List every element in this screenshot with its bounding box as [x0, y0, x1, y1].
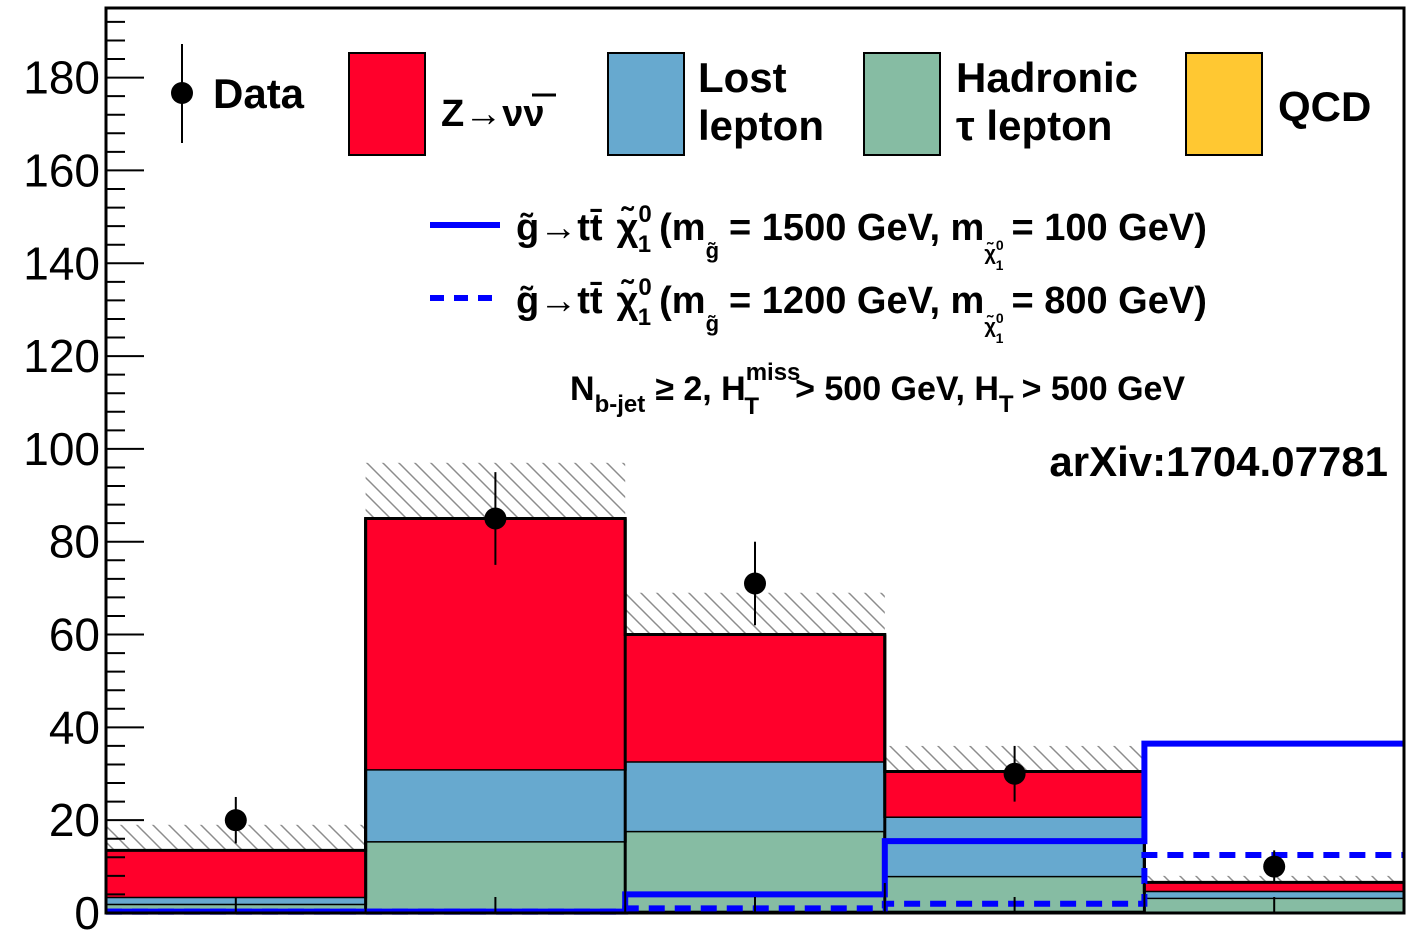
- legend-lost-line1: Lost: [698, 54, 787, 101]
- stack-bar-3-bin-4: [1144, 882, 1404, 891]
- legend-had-line1: Hadronic: [956, 54, 1138, 101]
- ytick-label-2: 40: [49, 701, 100, 753]
- stack-bar-2-bin-1: [365, 769, 626, 842]
- data-points: [224, 472, 1286, 883]
- legend-entry-signal-1: g̃→tt̄ χ̃0 1 (mg̃= 1500 GeV, mχ̃0 1= 100 GeV…: [430, 201, 1207, 273]
- ytick-label-5: 100: [23, 423, 100, 475]
- legend-data-marker: [171, 82, 193, 104]
- data-point-1: [484, 507, 507, 530]
- legend-data-label: Data: [213, 70, 305, 117]
- ytick-label-8: 160: [23, 144, 100, 196]
- ytick-label-6: 120: [23, 330, 100, 382]
- arxiv-reference: arXiv:1704.07781: [1049, 438, 1388, 485]
- stack-bar-3-bin-0: [106, 850, 366, 897]
- ytick-label-1: 20: [49, 794, 100, 846]
- stack-bar-2-bin-3: [884, 816, 1145, 876]
- ytick-label-7: 140: [23, 237, 100, 289]
- legend-had-line2: τ lepton: [956, 102, 1112, 149]
- axes: 0 20 40 60 80 100 120 140 160 180: [23, 6, 1406, 933]
- legend-entry-data: Data: [171, 44, 305, 143]
- ytick-label-9: 180: [23, 52, 100, 104]
- legend: Data Z→νν Lost lepton Hadronic τ lepton …: [171, 44, 1371, 346]
- data-point-4: [1263, 855, 1286, 878]
- legend-signal1-label: g̃→tt̄ χ̃0 1 (mg̃= 1500 GeV, mχ̃0 1= 100 GeV…: [516, 201, 1207, 273]
- legend-signal2-label: g̃→tt̄ χ̃0 1 (mg̃= 1200 GeV, mχ̃0 1= 800 GeV…: [516, 274, 1207, 346]
- legend-lost-line2: lepton: [698, 102, 824, 149]
- legend-entry-signal-2: g̃→tt̄ χ̃0 1 (mg̃= 1200 GeV, mχ̃0 1= 800 GeV…: [430, 274, 1207, 346]
- ytick-label-3: 60: [49, 609, 100, 661]
- data-point-3: [1003, 762, 1026, 785]
- data-point-2: [744, 572, 766, 595]
- legend-entry-lost-lepton: Lost lepton: [607, 52, 824, 156]
- stack-bar-3-bin-2: [625, 634, 885, 762]
- legend-entry-hadronic-tau: Hadronic τ lepton: [863, 52, 1138, 156]
- legend-had-swatch: [863, 52, 941, 156]
- ytick-label-4: 80: [49, 516, 100, 568]
- data-point-0: [224, 809, 247, 832]
- legend-z-label: Z→νν: [441, 93, 544, 135]
- stack-bar-2-bin-4: [1144, 890, 1404, 898]
- legend-qcd-label: QCD: [1278, 83, 1371, 130]
- legend-z-swatch: [348, 52, 426, 156]
- legend-lost-swatch: [607, 52, 685, 156]
- stack-bar-2-bin-2: [625, 761, 885, 831]
- selection-annotation: Nb-jet ≥ 2, Hmiss T > 500 GeV, HT > 500 GeV: [570, 359, 1185, 420]
- legend-qcd-swatch: [1185, 52, 1263, 156]
- legend-entry-qcd: QCD: [1185, 52, 1371, 156]
- ytick-label-0: 0: [74, 887, 100, 933]
- legend-entry-z: Z→νν: [348, 52, 556, 156]
